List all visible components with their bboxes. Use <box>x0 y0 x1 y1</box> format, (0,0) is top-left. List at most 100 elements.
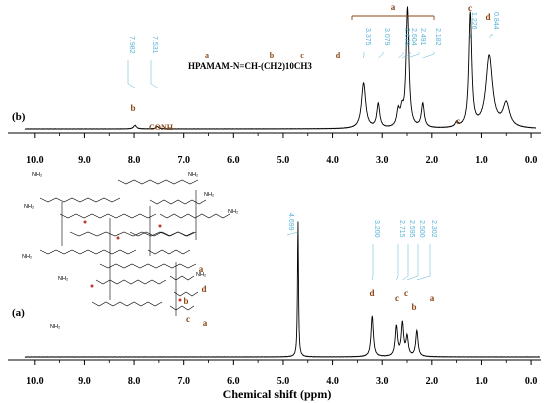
ppm-label: 0.844 <box>492 12 499 30</box>
panel-label: (a) <box>12 307 25 319</box>
structure-letter: a <box>203 318 208 328</box>
formula-letter: d <box>336 51 341 60</box>
bond-chain <box>149 199 207 205</box>
x-tick-label: 10.0 <box>26 376 44 387</box>
ppm-leader-line <box>401 52 411 59</box>
nh2-group-label: NH₂ <box>58 276 68 282</box>
ppm-label: 2.182 <box>434 28 441 46</box>
formula-letter: c <box>300 51 304 60</box>
ppm-label: 2.302 <box>430 220 437 238</box>
peak-letter: d <box>369 288 374 298</box>
carbonyl-mark <box>83 220 87 224</box>
ppm-label: 2.604 <box>410 28 417 46</box>
formula-letter: a <box>205 51 209 60</box>
panel-label: (b) <box>12 111 26 123</box>
x-tick-label: 7.0 <box>177 155 190 166</box>
ppm-label: 4.699 <box>287 213 294 231</box>
bond-chain <box>129 231 195 237</box>
x-tick-label: 9.0 <box>78 376 91 387</box>
bond-chain <box>169 275 195 281</box>
carbonyl-mark <box>178 298 182 302</box>
peak-letter: c <box>468 3 472 13</box>
bond-chain <box>39 197 121 203</box>
ppm-leader-line <box>286 231 298 236</box>
peak-letter: a <box>391 2 396 12</box>
structure-letter: d <box>201 284 206 294</box>
nh2-group-label: NH₂ <box>32 172 42 178</box>
carbonyl-mark <box>90 284 94 288</box>
ppm-leader-line <box>488 33 493 39</box>
formula-text: HPAMAM-N=CH-(CH2)10CH3 <box>188 61 312 71</box>
x-tick-label: 9.0 <box>78 155 91 166</box>
spectrum-panel-b: 10.0 9.0 8.0 7.0 6.0 5.0 4.0 3.0 2.0 1.0 0.0 (b) <box>8 6 541 166</box>
x-tick-label: 8.0 <box>128 376 141 387</box>
ppm-leader-line <box>407 52 420 59</box>
x-tick-label: 0.0 <box>525 376 538 387</box>
bond-chain <box>99 263 197 269</box>
peak-letter: a <box>430 293 435 303</box>
x-tick-label: 0.0 <box>525 155 538 166</box>
peak-letter: d <box>485 12 490 22</box>
ppm-leader-line <box>396 244 399 281</box>
peak-letter: c <box>404 288 408 298</box>
bond-chain <box>173 291 199 297</box>
ppm-label: 7.531 <box>151 36 158 54</box>
ppm-leader-line <box>416 244 431 281</box>
nh2-group-label: NH₂ <box>228 209 238 215</box>
spectrum-line <box>24 221 541 358</box>
x-tick-label: 6.0 <box>227 376 240 387</box>
x-tick-label: 2.0 <box>426 376 439 387</box>
ppm-leader-line <box>406 244 419 281</box>
x-tick-label: 3.0 <box>376 376 389 387</box>
x-tick-label: 5.0 <box>277 376 290 387</box>
x-tick-label: 6.0 <box>227 155 240 166</box>
x-tick-label: 1.0 <box>475 155 488 166</box>
ppm-label: 2.500 <box>418 220 425 238</box>
ppm-leader-line <box>397 52 404 59</box>
ppm-label: 7.982 <box>128 36 135 54</box>
spectrum-panel-a: 10.0 9.0 8.0 7.0 6.0 5.0 4.0 3.0 2.0 1.0 0.0 (a) <box>8 221 541 387</box>
hpamam-structure-drawing <box>39 179 231 316</box>
spectrum-line <box>24 6 537 130</box>
peak-letter: b <box>130 103 135 113</box>
peak-letter: CONH <box>149 123 174 132</box>
bond-chain <box>159 213 231 219</box>
ppm-label: 2.491 <box>419 28 426 46</box>
nh2-group-label: NH₂ <box>188 172 198 178</box>
nh2-group-label: NH₂ <box>22 254 32 260</box>
ppm-leader-line <box>402 244 409 281</box>
x-tick-label: 3.0 <box>376 155 389 166</box>
ppm-label: 2.595 <box>408 220 415 238</box>
x-tick-label: 7.0 <box>177 376 190 387</box>
peak-letter: b <box>411 302 416 312</box>
x-tick-label: 10.0 <box>26 155 44 166</box>
structure-letter: c <box>186 314 190 324</box>
peak-letter: c <box>395 293 399 303</box>
ppm-label: 3.200 <box>373 220 380 238</box>
ppm-leader-line <box>422 52 435 59</box>
x-axis-title: Chemical shift (ppm) <box>223 387 332 401</box>
bond-chain <box>91 301 163 307</box>
structure-letter: b <box>183 296 188 306</box>
ppm-label: 3.375 <box>364 28 371 46</box>
x-tick-label: 8.0 <box>128 155 141 166</box>
x-tick-label: 4.0 <box>326 376 339 387</box>
nh2-group-label: NH₂ <box>24 204 34 210</box>
x-tick-label: 5.0 <box>277 155 290 166</box>
nh2-group-label: NH₂ <box>196 272 206 278</box>
formula-letter: b <box>270 51 275 60</box>
carbonyl-mark <box>158 224 162 228</box>
ppm-label: 2.679 <box>403 28 410 46</box>
nh2-group-label: NH₂ <box>50 324 60 330</box>
bond-chain <box>117 179 199 185</box>
ppm-leader-line <box>127 60 136 89</box>
bond-chain <box>147 249 191 255</box>
bond-chain <box>59 213 157 219</box>
structure-letter: a <box>199 264 204 274</box>
x-tick-label: 2.0 <box>426 155 439 166</box>
x-tick-label: 1.0 <box>475 376 488 387</box>
bond-chain <box>95 279 167 285</box>
ppm-leader-line <box>378 52 384 59</box>
peak-letter: c <box>456 116 460 126</box>
